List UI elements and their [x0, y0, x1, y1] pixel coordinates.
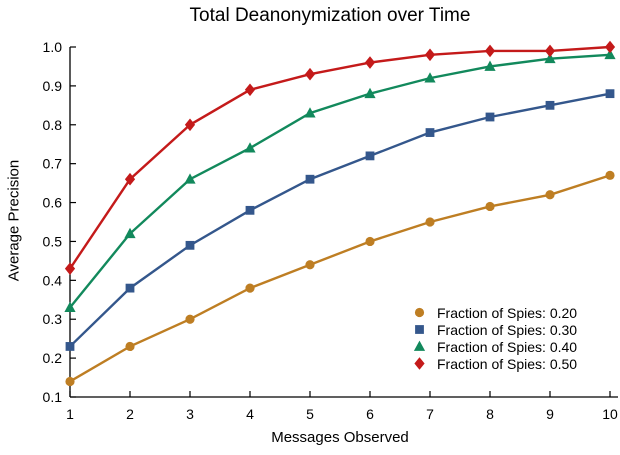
- series-0-point-3: [245, 283, 255, 293]
- series-1-point-1: [125, 283, 135, 293]
- legend-marker-shape-1: [415, 325, 424, 334]
- chart-title: Total Deanonymization over Time: [189, 5, 471, 26]
- series-1-point-6: [425, 128, 435, 137]
- x-tick-label: 10: [602, 406, 618, 422]
- legend: Fraction of Spies: 0.20 Fraction of Spies…: [412, 304, 577, 372]
- series-3-point-7: [484, 44, 496, 58]
- y-tick-label: 0.5: [43, 233, 63, 249]
- series-3-point-4: [304, 67, 316, 81]
- legend-item-2: Fraction of Spies: 0.40: [412, 338, 577, 355]
- y-tick-label: 1.0: [43, 39, 63, 55]
- x-tick-label: 1: [66, 406, 74, 422]
- series-3-point-9: [604, 40, 616, 54]
- series-2-point-2: [184, 173, 196, 184]
- legend-marker-shape-2: [413, 340, 426, 351]
- series-3-point-0: [64, 262, 76, 275]
- series-3-point-1: [124, 172, 136, 186]
- series-line-0: [69, 174, 611, 383]
- series-line-3: [69, 45, 611, 270]
- series-3-point-8: [544, 44, 556, 58]
- y-tick-label: 0.8: [43, 117, 63, 133]
- legend-label: Fraction of Spies: 0.50: [437, 355, 578, 372]
- series-2-point-8: [544, 52, 556, 64]
- series-0-point-5: [365, 236, 375, 247]
- x-tick-label: 9: [546, 406, 554, 422]
- x-tick-label: 4: [246, 406, 254, 422]
- legend-label: Fraction of Spies: 0.40: [437, 338, 578, 355]
- y-tick-label: 0.3: [43, 311, 63, 327]
- series-0-point-6: [425, 217, 435, 227]
- series-3-point-2: [184, 118, 196, 132]
- series-0-point-4: [305, 260, 315, 270]
- legend-marker-shape-3: [414, 357, 425, 370]
- series-2-point-9: [604, 48, 616, 60]
- series-2-point-1: [124, 227, 136, 239]
- series-1-point-4: [305, 174, 315, 184]
- series-line-1: [69, 92, 611, 348]
- y-tick-label: 0.2: [43, 350, 63, 366]
- series-2-point-6: [424, 72, 436, 83]
- y-axis-label: Average Precision: [5, 159, 23, 282]
- series-2-point-7: [484, 60, 496, 71]
- series-3-point-6: [424, 48, 436, 62]
- legend-label: Fraction of Spies: 0.30: [437, 321, 578, 338]
- series-1-point-7: [485, 112, 495, 122]
- series-1-point-0: [65, 342, 75, 351]
- legend-circle-marker-icon: [414, 307, 425, 318]
- series-1-point-5: [365, 151, 375, 161]
- legend-marker-shape-0: [414, 307, 425, 318]
- series-0-point-7: [485, 201, 495, 212]
- series-2-point-5: [364, 87, 376, 99]
- x-axis-label: Messages Observed: [271, 429, 409, 446]
- series-2-point-3: [244, 142, 256, 153]
- x-tick-label: 6: [366, 406, 374, 422]
- legend-triangle-marker-icon: [413, 340, 426, 351]
- series-2-point-4: [304, 107, 316, 118]
- legend-diamond-marker-icon: [414, 357, 425, 370]
- x-tick-label: 2: [126, 406, 134, 422]
- y-tick-label: 0.9: [43, 78, 63, 94]
- series-1-point-9: [605, 89, 615, 99]
- y-tick-label: 0.7: [43, 156, 63, 172]
- legend-item-3: Fraction of Spies: 0.50: [412, 355, 577, 372]
- x-tick-label: 5: [306, 406, 314, 422]
- series-1-point-3: [245, 205, 255, 215]
- y-tick-label: 0.4: [43, 272, 63, 288]
- x-tick-label: 3: [186, 406, 194, 422]
- series-0-point-1: [125, 341, 135, 352]
- legend-label: Fraction of Spies: 0.20: [437, 304, 578, 321]
- series-1-point-8: [545, 100, 555, 110]
- series-2-point-0: [64, 301, 76, 312]
- series-line-2: [69, 53, 611, 309]
- x-tick-label: 8: [486, 406, 494, 422]
- x-tick-label: 7: [426, 406, 434, 422]
- series-0-point-0: [65, 376, 75, 387]
- series-0-point-8: [545, 190, 555, 200]
- series-0-point-9: [605, 170, 615, 180]
- series-3-point-3: [244, 83, 256, 97]
- legend-square-marker-icon: [415, 325, 424, 334]
- series-0-point-2: [185, 314, 195, 324]
- y-tick-label: 0.1: [43, 389, 63, 405]
- y-tick-label: 0.6: [43, 195, 63, 211]
- series-1-point-2: [185, 240, 195, 250]
- legend-item-1: Fraction of Spies: 0.30: [412, 321, 577, 338]
- series-3-point-5: [364, 56, 376, 69]
- legend-item-0: Fraction of Spies: 0.20: [412, 304, 577, 321]
